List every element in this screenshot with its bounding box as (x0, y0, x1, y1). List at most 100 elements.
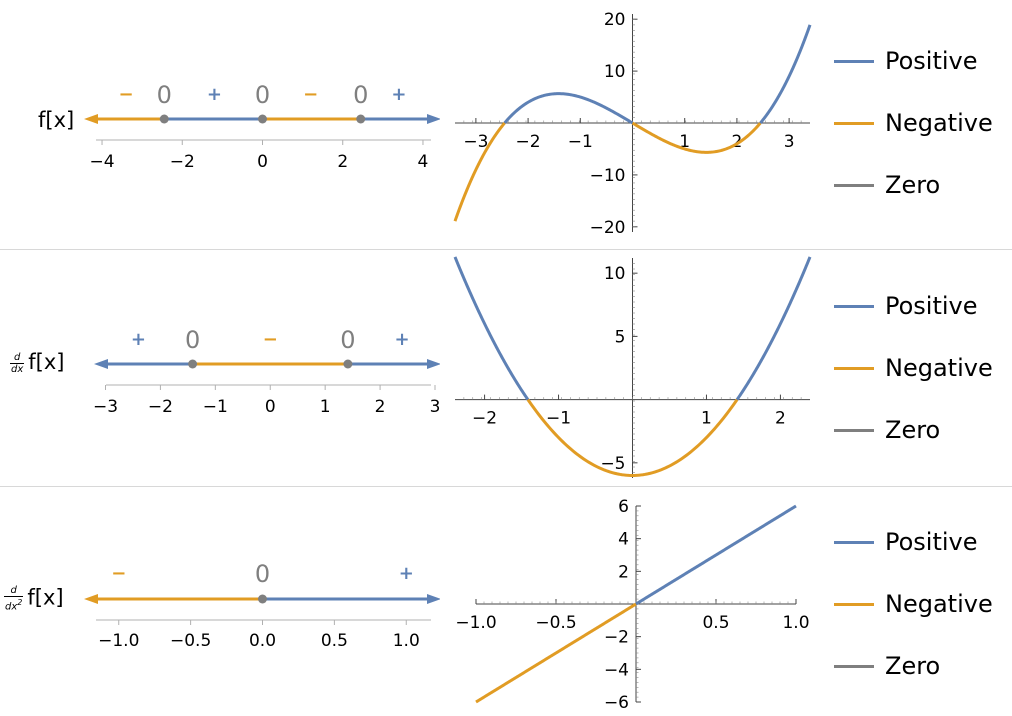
arrow-left-icon (84, 114, 98, 124)
x-tick-label: 3 (784, 132, 795, 152)
sign-symbol: − (303, 84, 318, 105)
sign-symbol: − (111, 563, 126, 584)
x-tick-label: 2 (731, 132, 742, 152)
axis-tick-label: −4 (90, 152, 115, 172)
legend-swatch-positive (834, 59, 874, 63)
curve-segment (526, 398, 739, 477)
curve-segment (503, 92, 634, 125)
legend-label-positive: Positive (885, 528, 978, 556)
x-tick-label: −1.0 (455, 613, 496, 633)
legend-swatch-positive (834, 540, 874, 544)
legend-label-negative: Negative (885, 354, 993, 382)
derivative-numerator: d (10, 352, 25, 364)
legend-swatch-zero (834, 664, 874, 668)
y-tick-label: 5 (615, 327, 626, 347)
legend-swatch-negative (834, 366, 874, 370)
legend-label-zero: Zero (885, 652, 941, 680)
zero-label: 0 (185, 326, 200, 354)
curve-segment (475, 602, 637, 704)
legend-item-negative: Negative (834, 589, 993, 619)
sign-symbol: + (207, 84, 222, 105)
legend-label-positive: Positive (885, 292, 978, 320)
derivative-operator: d dx (10, 352, 25, 375)
axis-tick-label: 4 (418, 152, 429, 172)
zero-point (159, 114, 169, 124)
y-tick-label: −2 (604, 628, 629, 648)
arrow-right-icon (427, 594, 440, 604)
row-divider (0, 249, 1012, 250)
derivative-denominator: dx2 (4, 597, 23, 612)
axis-tick-label: −1.0 (98, 631, 139, 651)
curve-segment (735, 256, 812, 401)
function-plot-chart: −3 −2 −1 1 2 3 −20 −10 10 20 (453, 10, 812, 238)
row-function: f[x] −4 −2 0 2 4− + − +0 0 0 −3 −2 −1 1 2 3 −20 −10 10 20 … (0, 0, 1012, 248)
y-tick-label: −6 (604, 693, 629, 713)
zero-point (258, 114, 267, 124)
row-first-derivative: d dx f[x] −3 −2 −1 0 1 2 3 + − +0 0 −2 −1 1 2 −5 5 10 Po… (0, 250, 1012, 486)
sign-symbol: − (263, 329, 278, 350)
row-label-text: f[x] (27, 585, 64, 610)
x-tick-label: −2 (516, 132, 541, 152)
x-tick-label: 0.5 (702, 613, 729, 633)
legend-item-zero: Zero (834, 415, 940, 445)
x-tick-label: −2 (472, 409, 497, 429)
y-tick-label: 2 (618, 562, 629, 582)
axis-tick-label: −2 (148, 397, 173, 417)
y-tick-label: 10 (604, 62, 626, 82)
x-tick-label: 1 (679, 132, 690, 152)
derivative-power: 2 (17, 598, 23, 607)
zero-label: 0 (255, 81, 270, 109)
curve-segment (453, 256, 530, 401)
legend: Positive Negative Zero (834, 46, 1012, 206)
arrow-right-icon (427, 359, 440, 369)
sign-line-chart: −4 −2 0 2 4 − + − +0 0 0 (84, 81, 440, 172)
legend-label-negative: Negative (885, 109, 993, 137)
axis-tick-label: −3 (93, 397, 118, 417)
x-tick-label: −1 (568, 132, 593, 152)
y-tick-label: 20 (604, 10, 626, 30)
y-tick-label: 4 (618, 530, 629, 550)
axis-tick-label: 0 (265, 397, 276, 417)
x-tick-label: 1 (701, 409, 712, 429)
derivative-numerator: d (4, 585, 24, 597)
curve-segment (635, 504, 797, 606)
row-label-text: f[x] (28, 350, 65, 374)
legend-swatch-negative (834, 121, 874, 125)
sign-symbol: − (119, 84, 134, 105)
zero-point (188, 359, 198, 369)
legend-label-negative: Negative (885, 590, 993, 618)
legend: Positive Negative Zero (834, 291, 1012, 451)
legend: Positive Negative Zero (834, 527, 1012, 687)
axis-tick-label: −0.5 (170, 631, 211, 651)
axis-tick-label: 2 (375, 397, 386, 417)
curve-segment (759, 24, 812, 125)
derivative-operator: d dx2 (4, 585, 24, 612)
row-second-derivative: d dx2 f[x] −1.0 −0.5 0.0 0.5 1.0− +0 −1.0 −0.5… (0, 487, 1012, 716)
legend-label-positive: Positive (885, 47, 978, 75)
derivative-denominator-var: dx (5, 601, 18, 613)
function-plot-chart: −2 −1 1 2 −5 5 10 (453, 256, 812, 478)
x-tick-label: −1 (546, 409, 571, 429)
legend-item-positive: Positive (834, 527, 978, 557)
x-tick-label: 2 (775, 409, 786, 429)
sign-line-chart: −1.0 −0.5 0.0 0.5 1.0 − +0 (84, 560, 440, 651)
legend-item-zero: Zero (834, 651, 940, 681)
y-tick-label: −10 (590, 166, 626, 186)
zero-point (356, 114, 366, 124)
row-label-text: f[x] (38, 108, 75, 132)
axis-tick-label: −2 (170, 152, 195, 172)
y-tick-label: 10 (604, 264, 626, 284)
zero-label: 0 (340, 326, 355, 354)
sign-symbol: + (399, 563, 414, 584)
zero-label: 0 (353, 81, 368, 109)
y-tick-label: −5 (600, 454, 625, 474)
legend-item-zero: Zero (834, 170, 940, 200)
y-tick-label: −4 (604, 660, 629, 680)
curve-segment (631, 121, 762, 154)
axis-tick-label: −1 (203, 397, 228, 417)
zero-point (343, 359, 353, 369)
legend-swatch-zero (834, 183, 874, 187)
legend-swatch-zero (834, 428, 874, 432)
axis-tick-label: 1 (320, 397, 331, 417)
legend-item-negative: Negative (834, 108, 993, 138)
